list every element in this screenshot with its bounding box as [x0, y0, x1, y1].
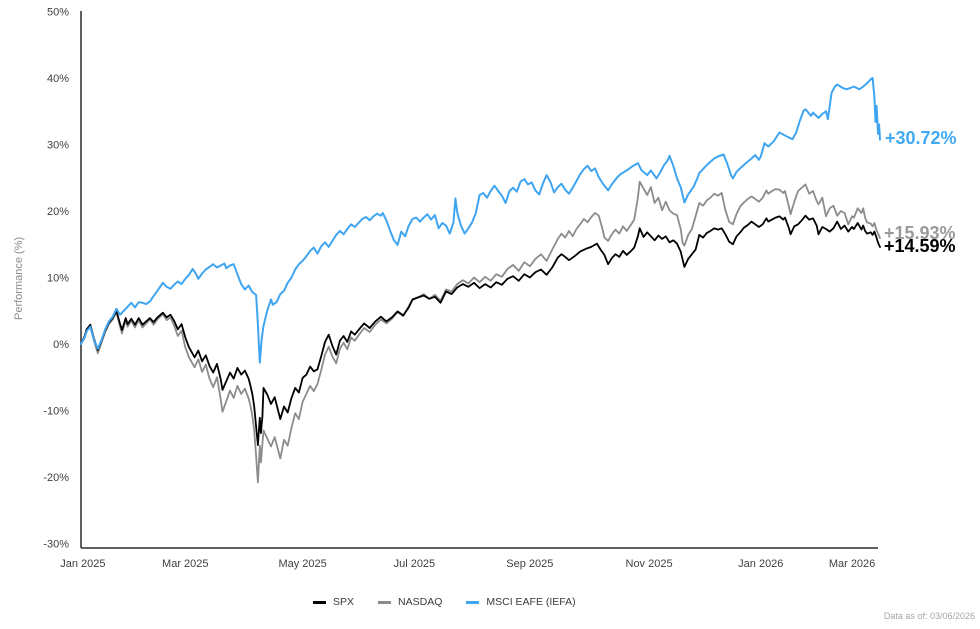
chart-legend: SPX NASDAQ MSCI EAFE (IEFA) — [313, 596, 576, 608]
msci-eafe-line-swatch — [466, 600, 480, 604]
x-tick-label: Jan 2026 — [738, 558, 783, 570]
legend-label: MSCI EAFE (IEFA) — [486, 596, 576, 608]
legend-label: SPX — [333, 596, 355, 608]
x-tick-label: Jul 2025 — [394, 558, 436, 570]
spx-line-swatch — [313, 600, 326, 604]
y-tick-label: -30% — [43, 539, 69, 551]
data-as-of-note: Data as of: 03/06/2026 — [883, 611, 975, 621]
y-tick-label: 40% — [47, 73, 69, 85]
x-tick-label: Jan 2025 — [60, 558, 105, 570]
legend-item-msci-eafe[interactable]: MSCI EAFE (IEFA) — [466, 596, 576, 608]
series-line-msci-eafe-iefa- — [80, 77, 881, 364]
end-label: +15.93% — [884, 223, 956, 243]
x-tick-label: Sep 2025 — [506, 558, 553, 570]
end-label: +30.72% — [885, 128, 957, 148]
series-line-nasdaq — [80, 180, 881, 484]
y-tick-label: -10% — [43, 406, 69, 418]
legend-item-nasdaq[interactable]: NASDAQ — [378, 596, 442, 608]
y-tick-label: -20% — [43, 472, 69, 484]
y-tick-label: 20% — [47, 206, 69, 218]
y-tick-label: 0% — [53, 339, 69, 351]
y-tick-label: 50% — [47, 7, 69, 19]
y-tick-label: 30% — [47, 140, 69, 152]
x-tick-label: Mar 2025 — [162, 558, 208, 570]
y-tick-label: 10% — [47, 273, 69, 285]
legend-item-spx[interactable]: SPX — [313, 596, 354, 608]
series-line-spx — [80, 214, 881, 447]
end-label: +14.59% — [884, 236, 956, 256]
x-tick-label: May 2025 — [278, 558, 326, 570]
nasdaq-line-swatch — [378, 600, 392, 604]
x-tick-label: Nov 2025 — [626, 558, 673, 570]
legend-label: NASDAQ — [398, 596, 443, 608]
x-tick-label: Mar 2026 — [829, 558, 875, 570]
y-axis-title: Performance (%) — [13, 236, 25, 320]
